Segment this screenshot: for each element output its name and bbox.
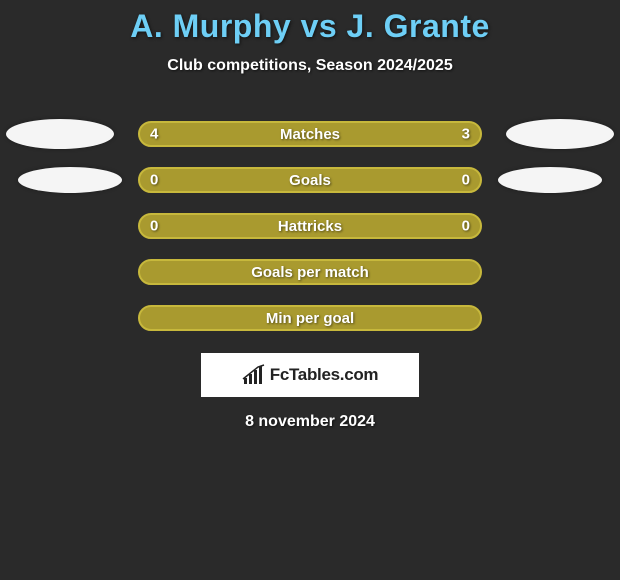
subtitle: Club competitions, Season 2024/2025	[0, 57, 620, 75]
page-title: A. Murphy vs J. Grante	[0, 0, 620, 45]
stat-label: Hattricks	[278, 218, 342, 235]
logo-text: FcTables.com	[270, 365, 379, 385]
stat-bar-hattricks: 0 Hattricks 0	[138, 213, 482, 239]
player2-ellipse	[506, 119, 614, 149]
logo-box[interactable]: FcTables.com	[201, 353, 419, 397]
stat-left-value: 0	[150, 172, 158, 189]
stat-right-value: 0	[462, 218, 470, 235]
stat-bar-matches: 4 Matches 3	[138, 121, 482, 147]
stat-left-value: 4	[150, 126, 158, 143]
stat-rows: 4 Matches 3 0 Goals 0 0 Hattricks 0	[0, 111, 620, 341]
player2-ellipse	[498, 167, 602, 193]
stat-left-value: 0	[150, 218, 158, 235]
date-label: 8 november 2024	[0, 413, 620, 431]
stat-row: 0 Goals 0	[0, 157, 620, 203]
stat-label: Matches	[280, 126, 340, 143]
stat-bar-min-per-goal: Min per goal	[138, 305, 482, 331]
stat-row: Min per goal	[0, 295, 620, 341]
stat-row: 0 Hattricks 0	[0, 203, 620, 249]
stat-label: Goals per match	[251, 264, 369, 281]
stat-right-value: 0	[462, 172, 470, 189]
stat-right-value: 3	[462, 126, 470, 143]
chart-bars-icon	[242, 364, 266, 386]
comparison-card: A. Murphy vs J. Grante Club competitions…	[0, 0, 620, 580]
stat-bar-goals-per-match: Goals per match	[138, 259, 482, 285]
player1-ellipse	[6, 119, 114, 149]
stat-bar-goals: 0 Goals 0	[138, 167, 482, 193]
player1-ellipse	[18, 167, 122, 193]
stat-row: Goals per match	[0, 249, 620, 295]
stat-label: Goals	[289, 172, 331, 189]
stat-label: Min per goal	[266, 310, 354, 327]
stat-row: 4 Matches 3	[0, 111, 620, 157]
